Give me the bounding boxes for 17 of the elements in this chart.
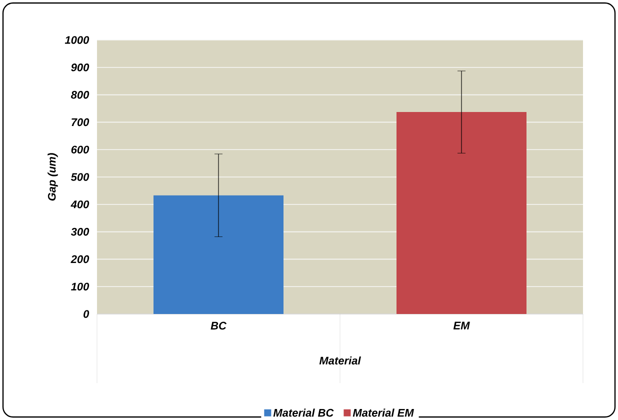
x-tick-label: EM xyxy=(453,322,470,330)
y-tick-label: 600 xyxy=(71,146,90,154)
y-tick-label: 200 xyxy=(70,255,90,264)
y-tick-label: 400 xyxy=(70,200,90,208)
x-tick-label: BC xyxy=(210,322,227,330)
y-tick-label: 800 xyxy=(70,90,90,99)
x-axis-title: Material xyxy=(319,356,361,365)
y-tick-label: 500 xyxy=(70,173,90,181)
y-tick-label: 0 xyxy=(84,310,90,318)
legend-label: Material BC xyxy=(273,408,334,417)
y-axis-title: Gap (um) xyxy=(48,153,58,201)
legend-label: Material EM xyxy=(352,408,414,417)
y-tick-label: 1000 xyxy=(64,36,90,44)
y-tick-label: 300 xyxy=(70,228,90,236)
y-tick-label: 700 xyxy=(72,118,90,126)
y-tick-label: 100 xyxy=(71,282,90,290)
y-tick-label: 900 xyxy=(71,64,90,72)
